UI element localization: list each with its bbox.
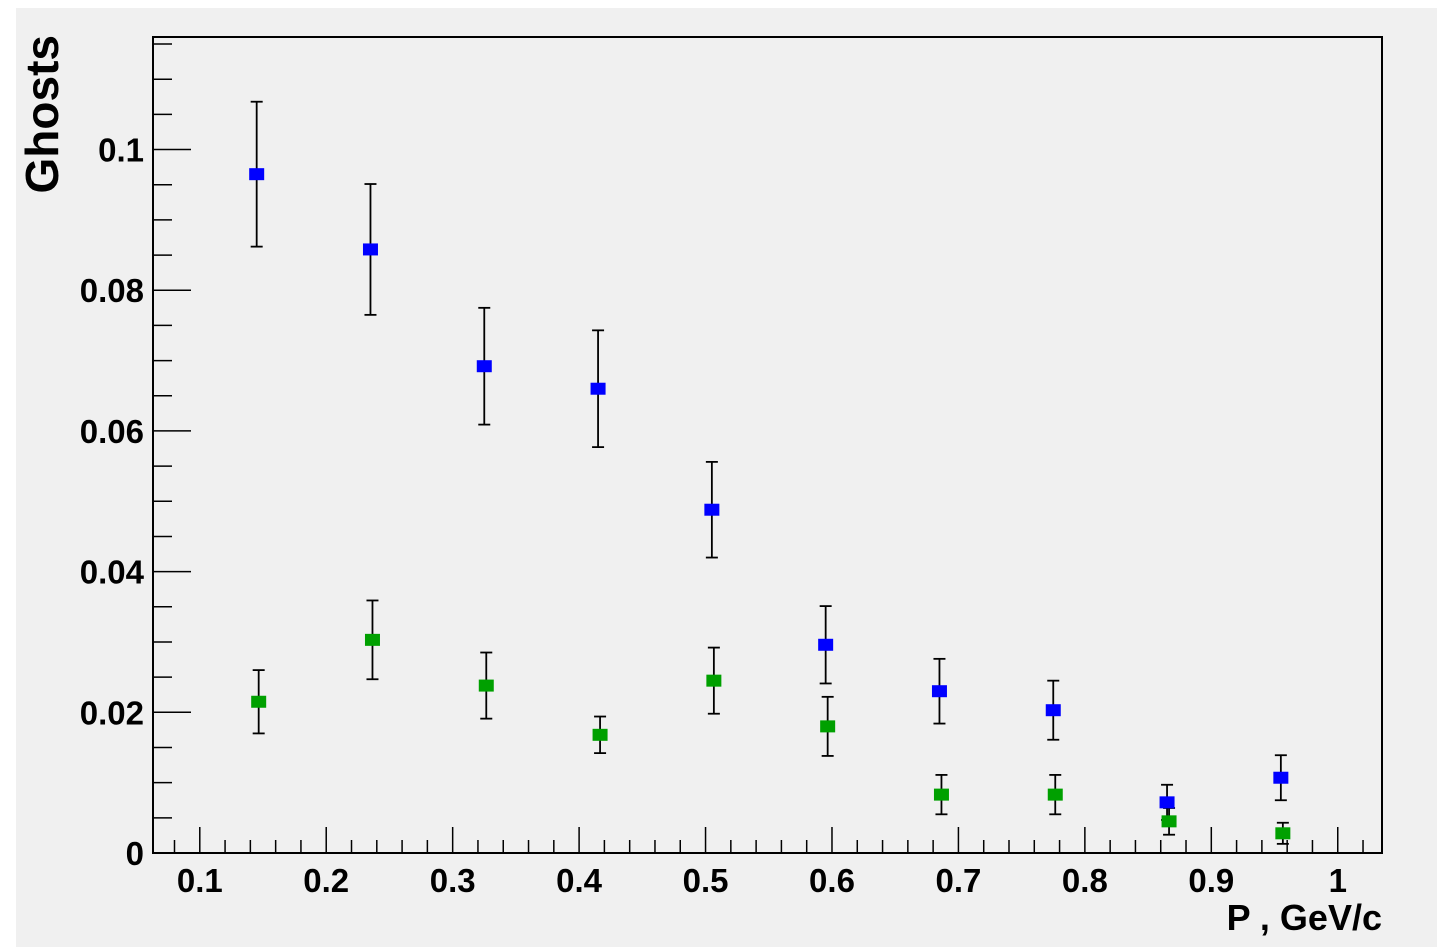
green-data-point bbox=[1047, 788, 1063, 801]
x-tick-label: 0.7 bbox=[935, 862, 981, 899]
error-bars bbox=[250, 100, 1289, 845]
x-tick-label: 1 bbox=[1329, 862, 1347, 899]
x-tick-label: 0.3 bbox=[430, 862, 476, 899]
y-tick-label: 0 bbox=[126, 835, 144, 872]
green-data-point bbox=[1275, 827, 1291, 840]
green-data-point bbox=[478, 679, 494, 692]
green-data-point bbox=[820, 720, 836, 733]
blue-data-point bbox=[1159, 796, 1175, 809]
blue-data-point bbox=[590, 382, 606, 395]
blue-data-point bbox=[1045, 704, 1061, 717]
x-tick-label: 0.9 bbox=[1188, 862, 1234, 899]
green-data-point bbox=[592, 728, 608, 741]
green-data-point bbox=[251, 695, 267, 708]
blue-data-point bbox=[476, 360, 492, 373]
y-axis-ticks bbox=[153, 43, 191, 854]
green-data-point bbox=[364, 633, 380, 646]
blue-data-point bbox=[362, 243, 378, 256]
x-tick-label: 0.5 bbox=[683, 862, 729, 899]
green-data-point bbox=[1161, 815, 1177, 828]
blue-data-point bbox=[818, 638, 834, 651]
green-data-point bbox=[706, 674, 722, 687]
y-tick-label: 0.02 bbox=[80, 694, 144, 731]
data-markers bbox=[249, 168, 1291, 840]
x-axis-title: P , GeV/c bbox=[1227, 897, 1382, 938]
x-axis-ticks bbox=[173, 827, 1364, 853]
y-axis-title: Ghosts bbox=[16, 35, 68, 193]
y-tick-label: 0.08 bbox=[80, 272, 144, 309]
blue-data-point bbox=[1273, 771, 1289, 784]
blue-data-point bbox=[249, 168, 265, 181]
y-tick-label: 0.04 bbox=[80, 554, 145, 591]
y-tick-labels: 0 0.02 0.04 0.06 0.08 0.1 bbox=[80, 132, 145, 872]
x-tick-label: 0.6 bbox=[809, 862, 855, 899]
y-tick-label: 0.1 bbox=[98, 132, 144, 169]
x-tick-label: 0.1 bbox=[177, 862, 223, 899]
blue-data-point bbox=[931, 685, 947, 698]
y-tick-label: 0.06 bbox=[80, 413, 144, 450]
x-tick-label: 0.8 bbox=[1062, 862, 1108, 899]
x-tick-labels: 0.1 0.2 0.3 0.4 0.5 0.6 0.7 0.8 0.9 1 bbox=[177, 862, 1347, 899]
x-tick-label: 0.4 bbox=[556, 862, 603, 899]
x-tick-label: 0.2 bbox=[303, 862, 349, 899]
plot-area bbox=[152, 36, 1383, 854]
green-data-point bbox=[933, 788, 949, 801]
plot-frame bbox=[16, 8, 1437, 947]
blue-data-point bbox=[704, 503, 720, 516]
